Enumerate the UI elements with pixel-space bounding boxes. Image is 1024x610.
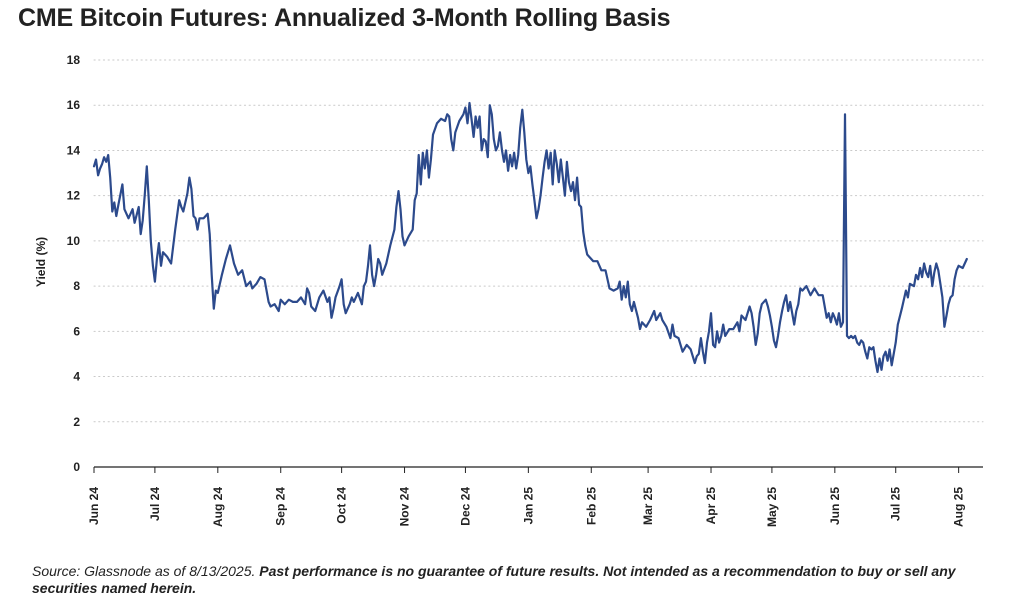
y-tick-labels: 0 2 4 6 8 10 12 14 16 18 — [67, 53, 81, 474]
source-note: Source: Glassnode as of 8/13/2025. — [32, 563, 260, 579]
y-tick-label: 12 — [67, 189, 81, 203]
y-tick-label: 18 — [67, 53, 81, 67]
x-tick-label: Aug 24 — [211, 487, 225, 527]
y-tick-label: 0 — [73, 460, 80, 474]
y-tick-label: 10 — [67, 234, 81, 248]
x-tick-label: Oct 24 — [335, 487, 349, 524]
y-tick-label: 4 — [73, 370, 80, 384]
chart: Yield (%) 0 2 4 6 8 10 12 14 16 18 Jun 24 Jul 24 Au… — [34, 53, 984, 527]
x-tick-label: Dec 24 — [458, 487, 472, 526]
x-tick-label: Mar 25 — [641, 487, 655, 525]
y-tick-label: 6 — [73, 324, 80, 338]
x-tick-label: Nov 24 — [398, 487, 412, 527]
y-tick-label: 14 — [67, 143, 81, 157]
x-tick-label: Jan 25 — [521, 487, 535, 525]
x-tick-label: Sep 24 — [274, 487, 288, 526]
x-tick-label: Jul 25 — [889, 487, 903, 521]
x-tick-label: Aug 25 — [952, 487, 966, 527]
chart-title: CME Bitcoin Futures: Annualized 3-Month … — [18, 4, 671, 32]
x-tick-label: Jun 24 — [87, 487, 101, 525]
x-tick-label: May 25 — [765, 487, 779, 527]
x-tick-label: Apr 25 — [704, 487, 718, 525]
y-axis-label: Yield (%) — [34, 237, 48, 287]
y-tick-label: 16 — [67, 98, 81, 112]
x-tick-labels: Jun 24 Jul 24 Aug 24 Sep 24 Oct 24 Nov 24 Dec … — [87, 487, 966, 527]
footnote: Source: Glassnode as of 8/13/2025. Past … — [32, 563, 992, 597]
x-tick-label: Feb 25 — [584, 487, 598, 525]
gridlines — [93, 59, 984, 423]
series-line — [92, 101, 968, 374]
y-tick-label: 8 — [73, 279, 80, 293]
x-tick-label: Jun 25 — [828, 487, 842, 525]
disclaimer: Past performance is no guarantee of futu… — [32, 563, 956, 596]
series-layer — [92, 101, 968, 374]
axes — [93, 466, 983, 473]
x-tick-label: Jul 24 — [148, 487, 162, 521]
y-tick-label: 2 — [73, 415, 80, 429]
